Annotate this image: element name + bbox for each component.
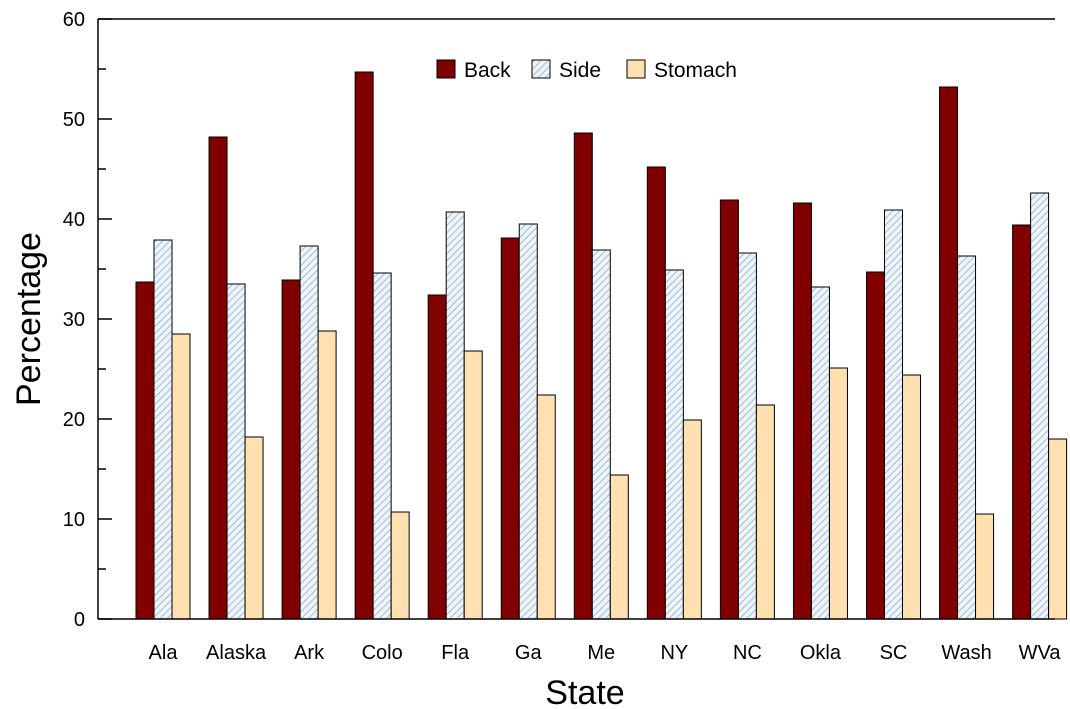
x-tick-label: NC: [733, 642, 762, 664]
bar-stomach-me: [609, 474, 629, 620]
y-tick-label: 60: [63, 9, 85, 31]
bar-side-colo: [372, 272, 392, 620]
y-tick-label: 50: [63, 109, 85, 131]
axes-group: 0 10 20 30 40 50 60 Ala Alaska Ark Colo Fla Ga Me NY NC…: [63, 9, 1062, 664]
bars-group: [135, 71, 1068, 620]
x-tick-label: WVa: [1019, 642, 1062, 664]
x-axis-title: State: [545, 674, 624, 709]
bar-back-me: [573, 132, 593, 620]
bar-stomach-ark: [317, 330, 337, 620]
bar-back-colo: [354, 71, 374, 620]
bar-back-ark: [281, 279, 301, 620]
bar-back-alaska: [208, 136, 228, 620]
legend: Back Side Stomach: [436, 59, 737, 82]
bar-stomach-fla: [463, 350, 483, 620]
y-tick-label: 20: [63, 409, 85, 431]
bar-stomach-ga: [536, 394, 556, 620]
y-tick-label: 40: [63, 209, 85, 231]
bar-side-me: [591, 249, 611, 620]
y-tick-label: 30: [63, 309, 85, 331]
bar-stomach-ala: [171, 333, 191, 620]
bar-stomach-wva: [1048, 438, 1068, 620]
bar-back-sc: [866, 271, 885, 620]
legend-swatch-stomach: [626, 59, 646, 79]
legend-swatch-back: [436, 59, 456, 79]
x-tick-label: Wash: [941, 642, 991, 664]
bar-side-fla: [445, 211, 465, 620]
bar-side-alaska: [226, 283, 246, 620]
bar-side-ga: [518, 223, 538, 620]
legend-label-stomach: Stomach: [654, 59, 737, 82]
x-tick-label: Colo: [362, 642, 403, 664]
y-tick-label: 10: [63, 509, 85, 531]
bar-stomach-sc: [902, 374, 921, 620]
x-tick-label: SC: [880, 642, 908, 664]
bar-side-nc: [737, 252, 757, 620]
x-tick-label: Alaska: [206, 642, 267, 664]
bar-side-ark: [299, 245, 319, 620]
y-tick-label: 0: [74, 609, 85, 631]
bar-back-wash: [939, 86, 959, 620]
bar-stomach-colo: [390, 511, 410, 620]
bar-stomach-alaska: [244, 436, 264, 620]
x-tick-label: Me: [587, 642, 615, 664]
legend-label-side: Side: [559, 59, 601, 82]
legend-label-back: Back: [464, 59, 511, 82]
bar-side-ala: [153, 239, 173, 620]
bar-back-wva: [1012, 224, 1032, 620]
bar-side-okla: [810, 286, 830, 620]
bar-back-ala: [135, 281, 155, 620]
bar-stomach-ny: [682, 419, 702, 620]
x-tick-label: Ga: [515, 642, 543, 664]
bar-side-sc: [884, 209, 903, 620]
bar-stomach-nc: [755, 404, 775, 620]
bar-back-nc: [719, 199, 739, 620]
x-tick-label: NY: [660, 642, 688, 664]
bar-side-wash: [957, 255, 977, 620]
x-tick-label: Fla: [441, 642, 470, 664]
bar-back-okla: [792, 202, 812, 620]
bar-back-ny: [646, 166, 666, 620]
bar-side-wva: [1030, 192, 1050, 620]
bar-back-fla: [427, 294, 447, 620]
bar-side-ny: [664, 269, 684, 620]
x-tick-label: Ark: [294, 642, 325, 664]
bar-stomach-wash: [975, 513, 995, 620]
legend-swatch-side: [531, 59, 551, 79]
y-axis-title: Percentage: [10, 232, 48, 406]
bar-back-ga: [500, 237, 520, 620]
x-tick-label: Okla: [800, 642, 842, 664]
x-tick-label: Ala: [149, 642, 179, 664]
bar-stomach-okla: [828, 367, 848, 620]
